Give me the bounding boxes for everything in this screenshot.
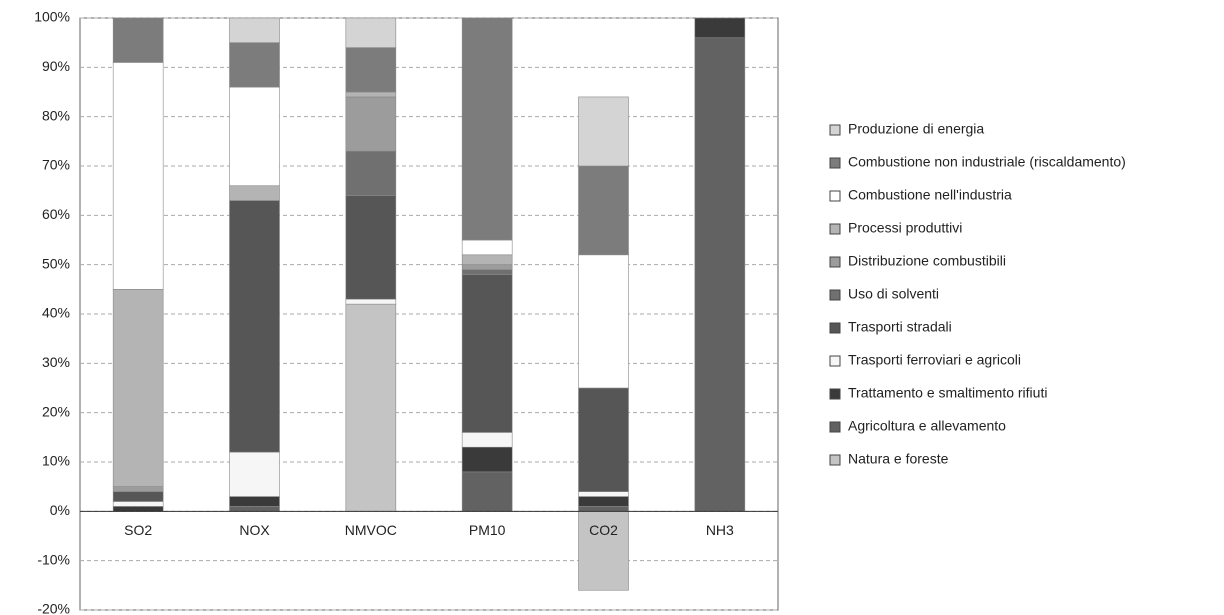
legend-swatch [829,322,841,334]
legend-swatch [829,190,841,202]
bar-segment [461,274,513,433]
legend-label: Trasporti ferroviari e agricoli [848,352,1021,368]
legend-swatch [829,454,841,466]
bar-segment [578,496,629,507]
bar-segment [229,185,280,201]
legend-swatch [829,256,841,268]
x-tick-label: PM10 [469,522,506,538]
y-tick-label: 30% [42,354,70,370]
bar-segment [694,37,746,512]
y-tick-label: 60% [42,206,70,222]
bar-segment [229,17,280,43]
bar-segment [229,496,280,507]
bar-segment [461,269,513,275]
bar-segment [345,195,397,300]
bar-segment [229,200,280,453]
y-tick-label: -20% [37,601,70,615]
x-tick-label: NH3 [706,522,734,538]
bar-segment [112,491,164,502]
y-tick-label: 20% [42,403,70,419]
y-tick-label: 90% [42,58,70,74]
bar-segment [229,451,280,497]
legend-label: Distribuzione combustibili [848,253,1006,269]
legend-label: Trattamento e smaltimento rifiuti [848,385,1047,401]
bar-segment [112,506,164,512]
bar-segment [345,17,397,48]
bar-segment [578,506,629,512]
legend-label: Uso di solventi [848,286,939,302]
legend-label: Processi produttivi [848,220,962,236]
bar-segment [345,96,397,152]
bar-segment [578,254,629,389]
bar-segment [112,62,164,290]
legend-label: Trasporti stradali [848,319,952,335]
legend-label: Agricoltura e allevamento [848,418,1006,434]
bar-segment [345,47,397,93]
y-tick-label: 70% [42,157,70,173]
legend-label: Combustione non industriale (riscaldamen… [848,154,1126,170]
bar-segment [112,289,164,487]
bar-segment [461,17,513,241]
bar-segment [345,150,397,196]
bar-segment [578,165,629,256]
bar-segment [345,303,397,512]
legend-label: Produzione di energia [848,121,984,137]
legend-swatch [829,289,841,301]
legend-swatch [829,157,841,169]
y-tick-label: 40% [42,305,70,321]
bar-segment [229,506,280,512]
bar-segment [461,432,513,448]
y-tick-label: 50% [42,255,70,271]
bar-segment [461,264,513,270]
plot-frame [79,17,779,611]
x-tick-label: SO2 [124,522,152,538]
y-tick-label: -10% [37,551,70,567]
y-tick-label: 10% [42,453,70,469]
x-tick-label: NOX [239,522,270,538]
bar-segment [461,471,513,512]
legend-swatch [829,388,841,400]
bar-segment [345,298,397,305]
y-tick-label: 80% [42,107,70,123]
bar-segment [461,446,513,473]
bar-segment [578,387,629,492]
legend-label: Natura e foreste [848,451,949,467]
legend-swatch [829,355,841,367]
bar-segment [112,17,164,63]
x-tick-label: NMVOC [345,522,397,538]
legend-swatch [829,223,841,235]
y-tick-label: 0% [50,502,70,518]
bar-segment [345,91,397,98]
y-tick-label: 100% [34,9,70,25]
bar-segment [112,486,164,492]
bar-segment [461,239,513,256]
bar-segment [229,42,280,88]
bar-segment [578,96,629,167]
bar-segment [112,501,164,507]
x-tick-label: CO2 [589,522,618,538]
bar-segment [461,254,513,265]
legend-label: Combustione nell'industria [848,187,1012,203]
bar-segment [694,17,746,39]
legend-swatch [829,421,841,433]
bar-segment [229,86,280,187]
bar-segment [578,491,629,497]
legend-swatch [829,124,841,136]
bar-segment [578,511,629,591]
